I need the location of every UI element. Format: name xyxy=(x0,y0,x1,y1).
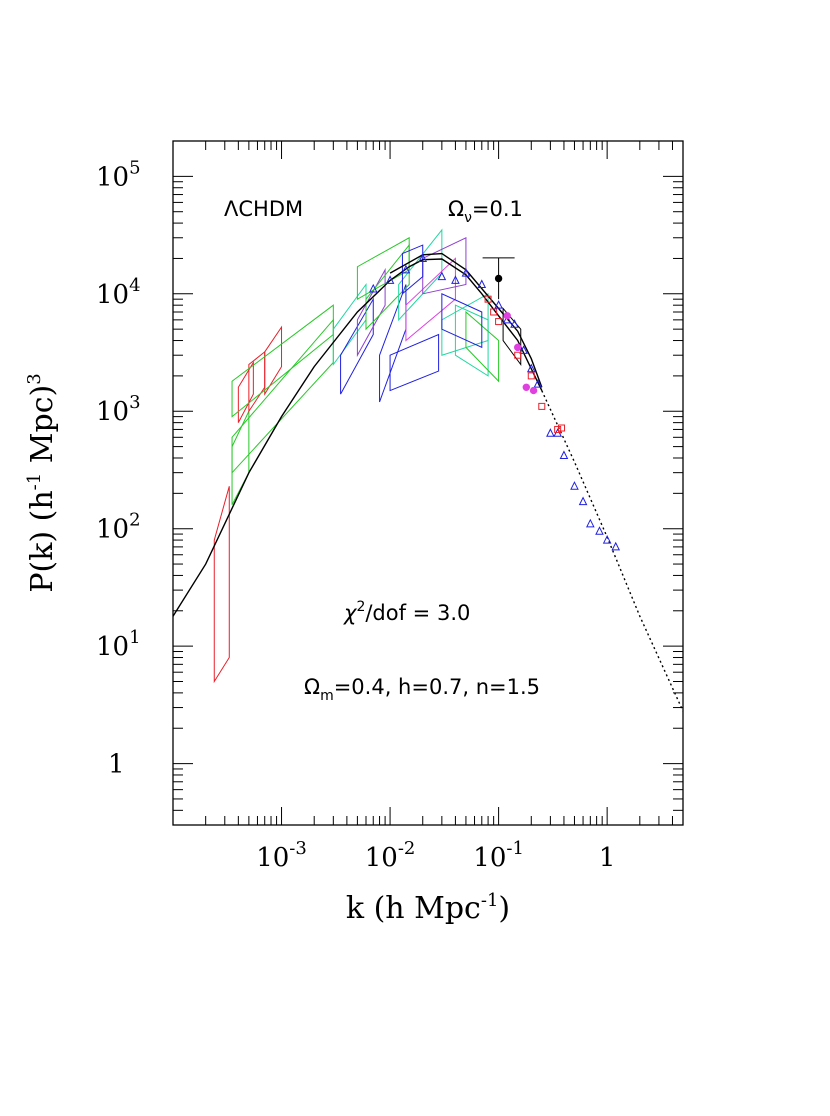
data-point xyxy=(494,300,503,309)
data-point xyxy=(570,481,579,490)
data-point xyxy=(611,541,621,551)
y-axis-label: P(k) (h-1 Mpc)3 xyxy=(24,373,60,592)
data-point xyxy=(559,450,569,459)
x-tick-labels: 10-3 10-2 10-1 1 xyxy=(256,838,615,873)
survey-band xyxy=(231,304,334,418)
data-point xyxy=(484,295,492,303)
survey-band xyxy=(454,304,489,377)
data-point xyxy=(461,268,471,277)
parameters-label: Ωm=0.4, h=0.7, n=1.5 xyxy=(304,675,540,704)
survey-band xyxy=(389,333,440,392)
series-line xyxy=(389,252,543,388)
data-point xyxy=(401,264,411,274)
survey-band xyxy=(264,325,283,396)
y-tick-label: 105 xyxy=(96,157,141,192)
data-point xyxy=(495,318,503,326)
data-point xyxy=(554,425,562,433)
series-line xyxy=(172,258,543,617)
y-tick-label: 101 xyxy=(96,627,141,662)
data-point xyxy=(514,351,522,359)
y-tick-label: 1 xyxy=(108,750,125,780)
data-point xyxy=(546,428,555,437)
survey-band xyxy=(441,292,489,356)
x-tick-label: 10-3 xyxy=(256,838,307,873)
data-point xyxy=(477,279,487,289)
data-point xyxy=(418,253,428,262)
data-point xyxy=(490,308,498,316)
data-point xyxy=(578,496,588,506)
data-point xyxy=(514,343,522,352)
data-point xyxy=(368,283,378,293)
data-point xyxy=(385,275,395,284)
survey-band xyxy=(401,244,424,295)
survey-band xyxy=(213,486,230,684)
data-point xyxy=(529,386,538,395)
y-tick-labels: 105 104 103 102 101 1 xyxy=(96,157,141,779)
data-point xyxy=(595,526,604,535)
y-tick-label: 104 xyxy=(96,275,141,310)
data-point xyxy=(519,345,528,354)
survey-band xyxy=(231,318,334,474)
survey-band xyxy=(340,297,374,395)
data-point xyxy=(502,314,512,324)
omega-nu-label: Ων=0.1 xyxy=(448,197,523,226)
series-group xyxy=(172,252,684,712)
data-point xyxy=(586,518,595,528)
data-point xyxy=(533,379,543,388)
survey-band xyxy=(465,310,500,383)
x-tick-label: 1 xyxy=(599,843,616,873)
data-point xyxy=(527,372,535,380)
survey-band xyxy=(405,257,456,342)
survey-band xyxy=(441,293,483,349)
data-point xyxy=(503,312,511,320)
data-point xyxy=(602,534,612,544)
x-tick-label: 10-1 xyxy=(473,838,524,873)
survey-band xyxy=(379,284,407,403)
data-point xyxy=(451,275,460,284)
data-point xyxy=(526,363,536,373)
y-tick-label: 102 xyxy=(96,510,141,545)
survey-band xyxy=(398,228,443,322)
minor-ticks xyxy=(172,140,684,826)
plot-frame xyxy=(172,140,684,826)
x-axis-label: k (h Mpc-1) xyxy=(346,890,510,926)
data-point xyxy=(437,271,447,281)
data-point xyxy=(522,383,531,391)
survey-band xyxy=(356,267,386,358)
model-label: ΛCHDM xyxy=(224,197,303,221)
data-point xyxy=(510,319,519,328)
data-point xyxy=(558,424,566,432)
data-point xyxy=(538,402,546,410)
survey-band xyxy=(332,282,367,367)
y-tick-label: 103 xyxy=(96,392,141,427)
x-tick-label: 10-2 xyxy=(365,838,416,873)
chi2-label: χ2/dof = 3.0 xyxy=(343,599,470,625)
